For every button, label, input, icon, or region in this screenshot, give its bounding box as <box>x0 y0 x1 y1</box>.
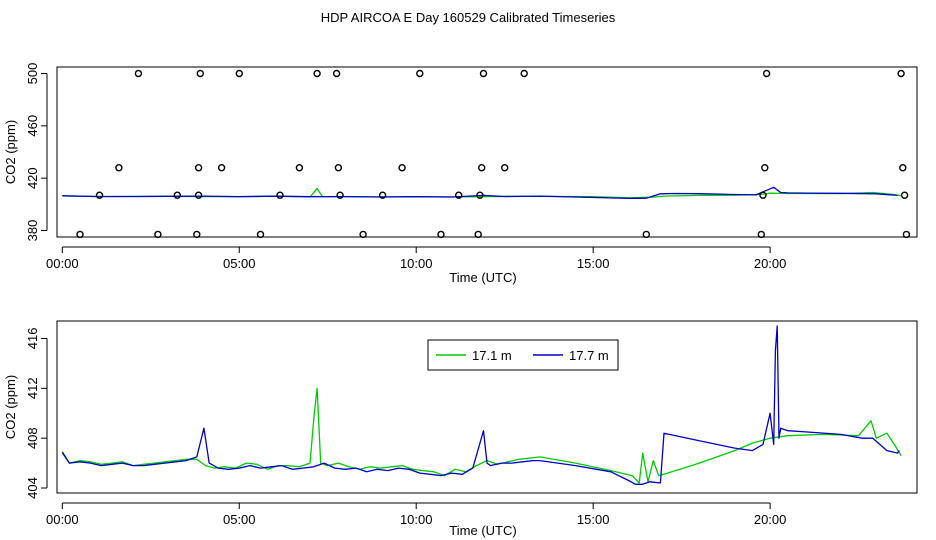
calibration-point <box>902 230 911 239</box>
bottom-y-axis: 404 408 412 416 <box>25 328 48 499</box>
calibration-point <box>336 191 344 199</box>
y-tick-label: 412 <box>25 377 40 399</box>
x-tick-label: 05:00 <box>223 512 256 527</box>
x-tick-label: 20:00 <box>754 512 787 527</box>
x-tick-label: 10:00 <box>400 512 433 527</box>
bottom-x-axis: 00:00 05:00 10:00 15:00 20:00 <box>46 502 787 527</box>
bottom-series <box>61 325 902 485</box>
calibration-point <box>334 163 343 172</box>
legend-label-green: 17.1 m <box>472 348 512 363</box>
bottom-series-line-green <box>61 387 902 484</box>
x-tick-label: 15:00 <box>577 256 610 271</box>
calibration-point <box>134 69 143 78</box>
calibration-point <box>520 69 528 78</box>
calibration-point <box>761 163 769 172</box>
calibration-point <box>194 191 203 199</box>
calibration-point <box>295 163 304 172</box>
bottom-plot-frame <box>56 320 918 494</box>
calibration-point <box>899 163 907 172</box>
top-series <box>62 186 902 200</box>
calibration-point <box>479 69 488 78</box>
calibration-point <box>332 69 341 78</box>
calibration-point <box>437 230 445 239</box>
x-tick-label: 00:00 <box>46 512 79 527</box>
calibration-point <box>398 163 406 172</box>
calibration-point <box>757 230 765 239</box>
calibration-point <box>416 69 424 78</box>
chart-title: HDP AIRCOA E Day 160529 Calibrated Times… <box>321 10 616 25</box>
top-y-axis: 380 420 460 500 <box>25 63 48 242</box>
calibration-point <box>276 191 284 199</box>
y-tick-label: 420 <box>25 167 40 189</box>
calibration-point <box>642 230 650 239</box>
bottom-x-axis-label: Time (UTC) <box>449 523 516 538</box>
y-tick-label: 404 <box>25 477 40 499</box>
y-tick-label: 408 <box>25 427 40 449</box>
calibration-point <box>900 191 909 199</box>
calibration-point <box>759 191 767 199</box>
calibration-point <box>455 191 463 199</box>
calibration-point <box>313 69 321 78</box>
calibration-point <box>762 69 771 78</box>
y-tick-label: 500 <box>25 63 40 85</box>
bottom-y-axis-label: CO2 (ppm) <box>3 375 18 439</box>
calibration-point <box>196 69 205 78</box>
calibration-point <box>501 163 509 172</box>
calibration-point <box>378 191 387 199</box>
top-panel: 00:00 05:00 10:00 15:00 20:00 380 420 460 500 T… <box>3 63 918 285</box>
y-tick-label: 380 <box>25 220 40 242</box>
calibration-point <box>193 230 201 239</box>
calibration-point <box>194 163 203 172</box>
legend: 17.1 m 17.7 m <box>427 339 619 371</box>
y-tick-label: 460 <box>25 115 40 137</box>
top-y-axis-label: CO2 (ppm) <box>3 120 18 184</box>
top-series-line-blue <box>62 186 898 200</box>
top-plot-frame <box>56 66 918 238</box>
top-x-axis-label: Time (UTC) <box>449 270 516 285</box>
calibration-point <box>217 163 226 172</box>
calibration-point <box>478 163 486 172</box>
x-tick-label: 10:00 <box>400 256 433 271</box>
bottom-series-line-blue <box>61 325 900 485</box>
calibration-point <box>235 69 244 78</box>
calibration-point <box>897 69 905 78</box>
bottom-panel: 00:00 05:00 10:00 15:00 20:00 404 408 412 416 T… <box>3 320 918 538</box>
calibration-point <box>256 230 265 239</box>
y-tick-label: 416 <box>25 328 40 350</box>
top-x-axis: 00:00 05:00 10:00 15:00 20:00 <box>46 246 787 271</box>
calibration-point <box>95 191 104 199</box>
x-tick-label: 00:00 <box>46 256 79 271</box>
calibration-point <box>154 230 162 239</box>
legend-label-blue: 17.7 m <box>569 348 609 363</box>
calibration-point <box>76 230 84 239</box>
calibration-point <box>474 230 482 239</box>
top-calibration-points <box>76 69 911 239</box>
calibration-point <box>359 230 367 239</box>
calibration-point <box>173 191 182 199</box>
x-tick-label: 05:00 <box>223 256 256 271</box>
x-tick-label: 15:00 <box>577 512 610 527</box>
calibration-point <box>476 191 484 199</box>
calibration-point <box>115 163 123 172</box>
x-tick-label: 20:00 <box>754 256 787 271</box>
